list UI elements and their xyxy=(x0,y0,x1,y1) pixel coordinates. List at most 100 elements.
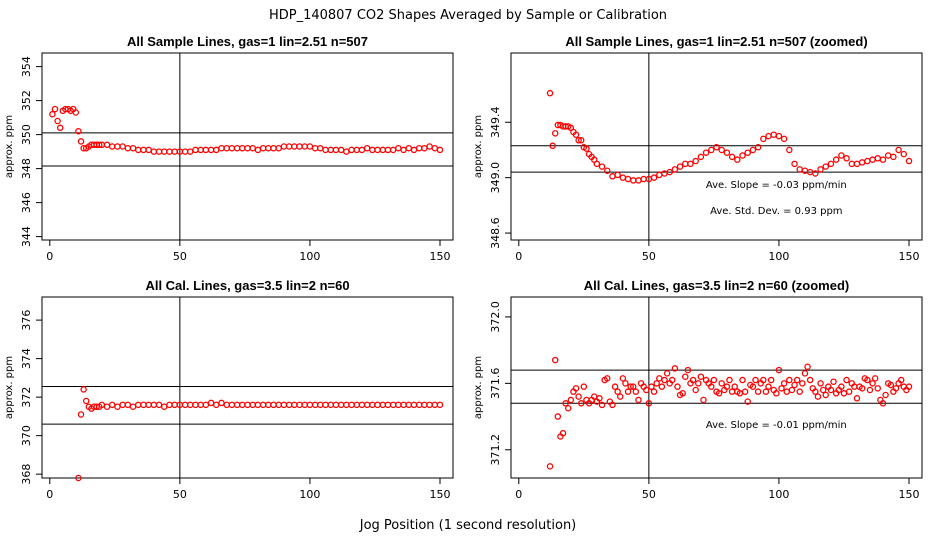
data-point xyxy=(843,155,850,162)
data-point xyxy=(598,401,606,409)
data-point xyxy=(197,401,204,409)
data-point xyxy=(864,157,871,165)
data-point xyxy=(239,401,246,409)
data-point xyxy=(410,146,418,154)
figure-title: HDP_140807 CO2 Shapes Averaged by Sample… xyxy=(269,8,667,23)
y-tick-label: 372 xyxy=(20,387,33,408)
data-point xyxy=(609,173,616,180)
data-point xyxy=(291,401,298,409)
data-point xyxy=(270,144,277,152)
data-point xyxy=(124,401,132,409)
data-point xyxy=(827,160,835,168)
data-point xyxy=(187,401,194,409)
data-point xyxy=(710,376,718,384)
data-point xyxy=(108,143,116,150)
data-point xyxy=(739,152,746,159)
data-point xyxy=(715,390,723,397)
data-point xyxy=(77,411,85,418)
data-point xyxy=(296,401,303,409)
data-point xyxy=(786,146,793,154)
data-point xyxy=(796,388,803,395)
data-point xyxy=(858,385,866,392)
plot-frame xyxy=(510,296,923,479)
y-tick-label: 376 xyxy=(20,310,33,331)
x-tick-label: 50 xyxy=(173,250,187,263)
data-point xyxy=(400,146,407,154)
data-point xyxy=(819,386,827,394)
y-tick-label: 368 xyxy=(20,464,33,485)
data-point xyxy=(583,145,590,152)
data-point xyxy=(754,388,762,395)
data-point xyxy=(301,401,308,409)
data-point xyxy=(181,401,189,409)
data-point xyxy=(306,143,314,150)
x-tick-label: 50 xyxy=(642,250,656,263)
x-tick-label: 50 xyxy=(642,488,656,501)
data-point xyxy=(145,401,152,409)
data-point xyxy=(770,131,777,138)
data-point xyxy=(869,380,876,387)
data-point xyxy=(327,401,334,409)
data-point xyxy=(285,401,293,409)
data-point xyxy=(788,386,796,394)
data-point xyxy=(708,146,715,154)
data-point xyxy=(389,146,397,154)
y-tick-label: 348 xyxy=(20,158,33,179)
data-point xyxy=(337,401,345,409)
data-point xyxy=(317,144,324,152)
annotation-text: Ave. Slope = -0.01 ppm/min xyxy=(706,420,847,431)
data-point xyxy=(663,370,671,377)
data-points xyxy=(75,386,444,482)
data-point xyxy=(54,117,61,125)
data-point xyxy=(843,376,850,384)
data-point xyxy=(343,401,350,409)
data-point xyxy=(684,366,692,374)
data-point xyxy=(389,401,397,409)
data-point xyxy=(322,146,329,154)
data-point xyxy=(213,146,220,154)
data-point xyxy=(840,390,848,397)
y-tick-label: 350 xyxy=(20,124,33,145)
y-axis-label: approx. ppm xyxy=(473,115,484,178)
y-tick-label: 374 xyxy=(20,348,33,369)
data-point xyxy=(311,144,319,152)
data-point xyxy=(635,396,642,404)
x-tick-label: 100 xyxy=(768,250,789,263)
data-point xyxy=(632,388,640,395)
data-point xyxy=(223,144,230,152)
y-tick-label: 349.0 xyxy=(489,162,502,194)
data-point xyxy=(171,401,178,409)
x-tick-label: 100 xyxy=(768,488,789,501)
data-point xyxy=(155,401,163,409)
data-point xyxy=(905,157,913,165)
data-point xyxy=(228,144,236,152)
data-point xyxy=(140,401,147,409)
data-point xyxy=(744,149,751,156)
data-point xyxy=(572,131,580,138)
data-point xyxy=(853,395,861,402)
data-point xyxy=(848,160,856,168)
data-point xyxy=(702,149,710,156)
data-point xyxy=(129,403,137,411)
data-point xyxy=(864,376,871,384)
x-tick-label: 100 xyxy=(299,250,320,263)
data-point xyxy=(327,146,334,154)
y-axis-label: approx. ppm xyxy=(4,356,15,419)
data-point xyxy=(658,383,666,390)
y-tick-label: 349.4 xyxy=(489,107,502,139)
y-tick-label: 370 xyxy=(20,425,33,446)
data-point xyxy=(603,375,611,382)
data-point xyxy=(207,399,215,407)
data-point xyxy=(799,380,806,387)
x-tick-label: 150 xyxy=(429,250,450,263)
data-point xyxy=(674,383,681,390)
data-point xyxy=(708,383,715,390)
data-point xyxy=(775,132,783,140)
data-point xyxy=(804,363,811,370)
panel-title: All Sample Lines, gas=1 lin=2.51 n=507 (… xyxy=(565,34,867,49)
data-point xyxy=(265,144,272,152)
data-point xyxy=(363,144,371,152)
data-point xyxy=(233,401,241,409)
panel-4: All Cal. Lines, gas=3.5 lin=2 n=60 (zoom… xyxy=(473,278,923,501)
data-point xyxy=(551,356,559,364)
